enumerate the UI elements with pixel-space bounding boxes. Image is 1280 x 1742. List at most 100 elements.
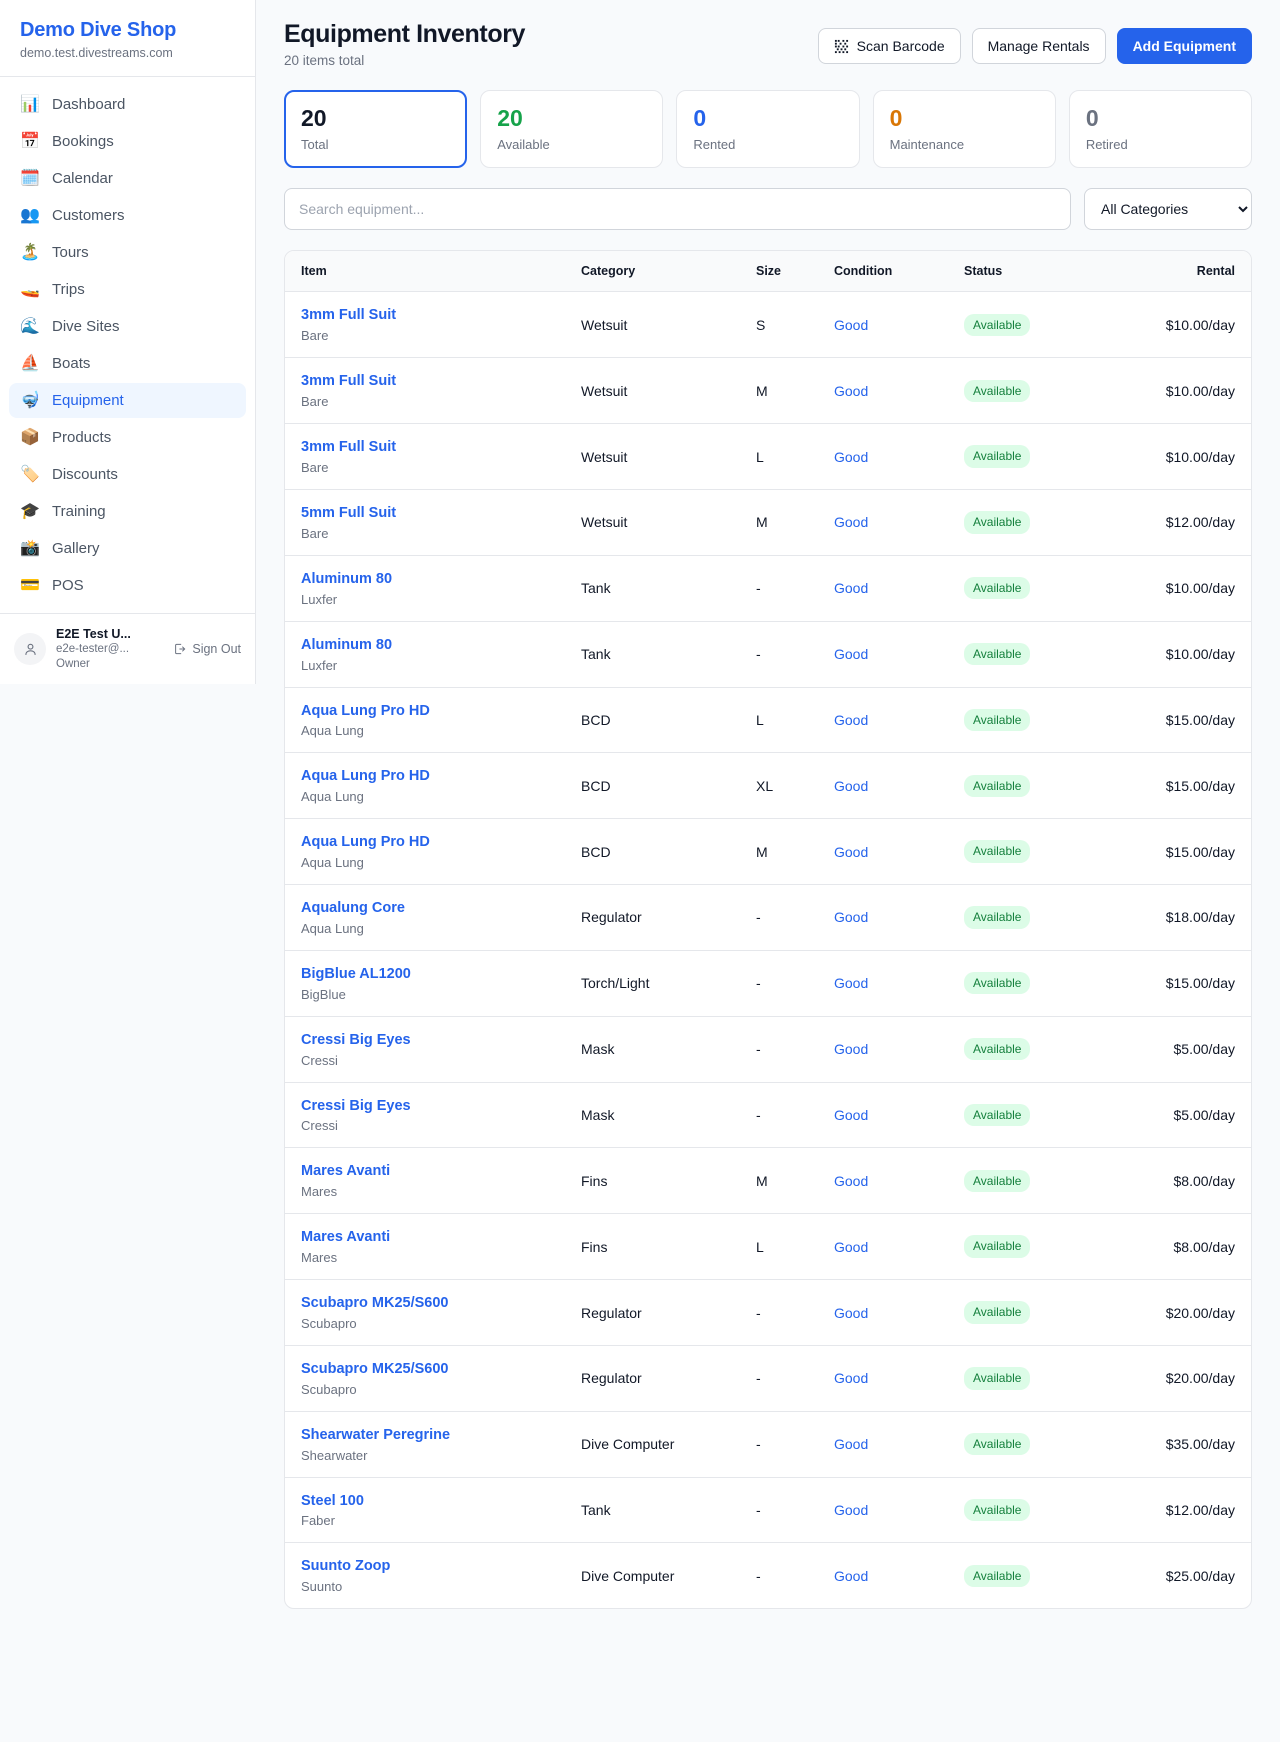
item-link[interactable]: Aqua Lung Pro HD (301, 702, 430, 719)
table-row[interactable]: Cressi Big Eyes Cressi Mask - Good Available $… (285, 1016, 1251, 1083)
table-row[interactable]: Aqua Lung Pro HD Aqua Lung BCD XL Good Availa… (285, 752, 1251, 820)
condition-link[interactable]: Good (834, 580, 869, 597)
item-link[interactable]: Mares Avanti (301, 1163, 391, 1180)
condition-link[interactable]: Good (834, 1567, 869, 1584)
sidebar-item-tours[interactable]: 🏝️ Tours (9, 235, 246, 270)
condition-link[interactable]: Good (834, 1304, 869, 1321)
condition-link[interactable]: Good (834, 1041, 869, 1058)
item-link[interactable]: Scubapro MK25/S600 (301, 1295, 449, 1312)
cell-rental: $5.00/day (1108, 1016, 1251, 1083)
condition-link[interactable]: Good (834, 646, 869, 663)
sidebar-item-calendar[interactable]: 🗓️ Calendar (9, 161, 246, 196)
item-link[interactable]: Scubapro MK25/S600 (301, 1360, 449, 1377)
table-row[interactable]: Shearwater Peregrine Shearwater Dive Compu… (285, 1411, 1251, 1478)
item-link[interactable]: Cressi Big Eyes (301, 1097, 411, 1114)
table-row[interactable]: Steel 100 Faber Tank - Good Available $12.00/d… (285, 1477, 1251, 1544)
condition-link[interactable]: Good (834, 1370, 869, 1387)
table-row[interactable]: Aluminum 80 Luxfer Tank - Good Available $10.0… (285, 555, 1251, 622)
sidebar-item-customers[interactable]: 👥 Customers (9, 198, 246, 233)
item-link[interactable]: 5mm Full Suit (301, 504, 397, 521)
table-row[interactable]: Mares Avanti Mares Fins M Good Available $8.00… (285, 1147, 1251, 1215)
condition-link[interactable]: Good (834, 1106, 869, 1123)
sidebar-item-discounts[interactable]: 🏷️ Discounts (9, 457, 246, 492)
add-equipment-button[interactable]: Add Equipment (1116, 28, 1252, 64)
condition-link[interactable]: Good (834, 382, 869, 399)
scan-barcode-button[interactable]: Scan Barcode (817, 28, 961, 64)
item-link[interactable]: Aqua Lung Pro HD (301, 768, 430, 785)
sidebar-item-pos[interactable]: 💳 POS (9, 568, 246, 603)
sidebar-item-bookings[interactable]: 📅 Bookings (9, 124, 246, 159)
item-link[interactable]: 3mm Full Suit (301, 373, 397, 390)
condition-link[interactable]: Good (834, 1502, 869, 1519)
table-row[interactable]: 5mm Full Suit Bare Wetsuit M Good Available $1… (285, 489, 1251, 556)
cell-rental: $15.00/day (1108, 818, 1251, 886)
cell-size: - (740, 884, 818, 951)
table-row[interactable]: Mares Avanti Mares Fins L Good Available $8.00… (285, 1213, 1251, 1281)
condition-link[interactable]: Good (834, 448, 869, 465)
cell-category: Mask (565, 1016, 740, 1083)
brand-block[interactable]: Demo Dive Shop demo.test.divestreams.com (0, 0, 255, 77)
cell-condition: Good (818, 752, 948, 820)
item-link[interactable]: BigBlue AL1200 (301, 965, 411, 982)
condition-link[interactable]: Good (834, 1172, 869, 1189)
condition-link[interactable]: Good (834, 975, 869, 992)
item-link[interactable]: Suunto Zoop (301, 1558, 391, 1575)
manage-rentals-button[interactable]: Manage Rentals (971, 28, 1106, 64)
cell-condition: Good (818, 489, 948, 556)
item-link[interactable]: 3mm Full Suit (301, 439, 397, 456)
cell-size: - (740, 555, 818, 622)
item-link[interactable]: Steel 100 (301, 1492, 364, 1509)
condition-link[interactable]: Good (834, 909, 869, 926)
sidebar-item-gallery[interactable]: 📸 Gallery (9, 531, 246, 566)
item-link[interactable]: Aluminum 80 (301, 570, 393, 587)
condition-link[interactable]: Good (834, 777, 869, 794)
item-link[interactable]: Aqualung Core (301, 900, 405, 917)
table-row[interactable]: Scubapro MK25/S600 Scubapro Regulator - Good… (285, 1345, 1251, 1412)
item-link[interactable]: Shearwater Peregrine (301, 1426, 451, 1443)
stat-card-total[interactable]: 20 Total (284, 90, 468, 169)
cell-condition: Good (818, 1213, 948, 1281)
cell-rental: $35.00/day (1108, 1411, 1251, 1478)
table-row[interactable]: Aqua Lung Pro HD Aqua Lung BCD L Good Availab… (285, 687, 1251, 754)
table-row[interactable]: 3mm Full Suit Bare Wetsuit M Good Available $1… (285, 357, 1251, 425)
sign-out-button[interactable]: Sign Out (173, 642, 241, 656)
condition-link[interactable]: Good (834, 1238, 869, 1255)
condition-link[interactable]: Good (834, 843, 869, 860)
stat-card-rented[interactable]: 0 Rented (676, 90, 860, 169)
condition-link[interactable]: Good (834, 1436, 869, 1453)
status-badge: Available (964, 972, 1031, 995)
sidebar-item-dashboard[interactable]: 📊 Dashboard (9, 87, 246, 122)
stat-card-maintenance[interactable]: 0 Maintenance (872, 90, 1056, 169)
stat-card-available[interactable]: 20 Available (480, 90, 664, 169)
condition-link[interactable]: Good (834, 514, 869, 531)
table-row[interactable]: Aqualung Core Aqua Lung Regulator - Good Avai… (285, 884, 1251, 951)
item-link[interactable]: 3mm Full Suit (301, 307, 397, 324)
item-link[interactable]: Aluminum 80 (301, 636, 393, 653)
sidebar-item-trips[interactable]: 🚤 Trips (9, 272, 246, 307)
condition-link[interactable]: Good (834, 316, 869, 333)
item-link[interactable]: Mares Avanti (301, 1229, 391, 1246)
cell-size: - (740, 1411, 818, 1478)
sidebar-item-training[interactable]: 🎓 Training (9, 494, 246, 529)
table-row[interactable]: Scubapro MK25/S600 Scubapro Regulator - Good… (285, 1279, 1251, 1346)
status-badge: Available (964, 313, 1031, 337)
search-input[interactable] (284, 188, 1071, 231)
item-link[interactable]: Aqua Lung Pro HD (301, 834, 430, 851)
condition-link[interactable]: Good (834, 711, 869, 728)
table-row[interactable]: Aqua Lung Pro HD Aqua Lung BCD M Good Availab… (285, 818, 1251, 886)
category-select[interactable]: All Categories (1084, 188, 1252, 231)
sidebar-item-equipment[interactable]: 🤿 Equipment (9, 383, 246, 418)
table-row[interactable]: Suunto Zoop Suunto Dive Computer - Good Avail… (285, 1543, 1251, 1608)
table-row[interactable]: Cressi Big Eyes Cressi Mask - Good Available $… (285, 1082, 1251, 1149)
sidebar-item-products[interactable]: 📦 Products (9, 420, 246, 455)
stat-card-retired[interactable]: 0 Retired (1068, 90, 1253, 169)
table-row[interactable]: 3mm Full Suit Bare Wetsuit L Good Available $1… (285, 423, 1251, 490)
item-link[interactable]: Cressi Big Eyes (301, 1031, 411, 1048)
status-badge: Available (964, 379, 1031, 402)
sidebar-item-boats[interactable]: ⛵ Boats (9, 346, 246, 381)
table-row[interactable]: 3mm Full Suit Bare Wetsuit S Good Available $1… (285, 291, 1251, 359)
table-row[interactable]: Aluminum 80 Luxfer Tank - Good Available $10.0… (285, 621, 1251, 688)
status-badge: Available (964, 642, 1031, 666)
sidebar-item-dive-sites[interactable]: 🌊 Dive Sites (9, 309, 246, 344)
table-row[interactable]: BigBlue AL1200 BigBlue Torch/Light - Good Ava… (285, 950, 1251, 1017)
